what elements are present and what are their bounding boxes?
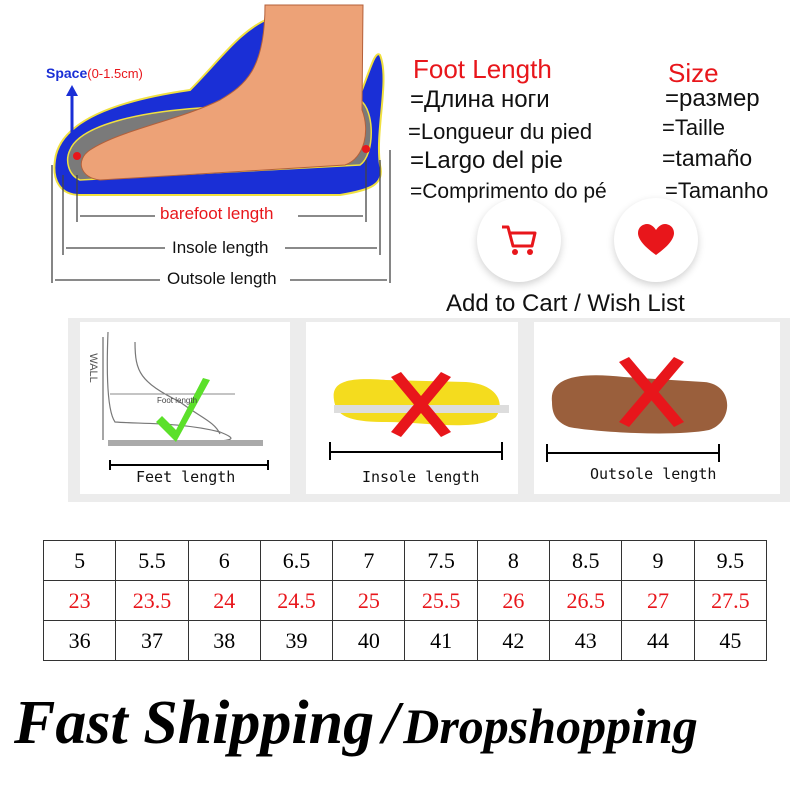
feet-length-label: Feet length — [136, 468, 236, 486]
foot-length-pt: =Comprimento do pé — [410, 180, 607, 203]
table-cell: 26 — [476, 580, 551, 621]
separator-text: / — [382, 690, 400, 756]
table-cell: 38 — [187, 620, 261, 661]
table-cell: 43 — [549, 620, 623, 661]
table-cell: 26.5 — [549, 580, 623, 621]
table-cell: 6 — [187, 540, 261, 581]
table-cell: 6.5 — [259, 540, 334, 581]
table-cell: 45 — [693, 620, 768, 661]
panel-outsole-length: Outsole length — [534, 322, 780, 494]
heart-icon — [638, 224, 674, 255]
insole-length-label: Insole length — [362, 468, 480, 486]
foot-length-ru: =Длина ноги — [410, 86, 550, 113]
table-cell: 23.5 — [115, 580, 189, 621]
size-title: Size — [668, 58, 719, 88]
foot-length-inner-label: Foot length — [157, 396, 198, 405]
table-cell: 9.5 — [693, 540, 768, 581]
table-cell: 25 — [332, 580, 406, 621]
measurement-panels: WALL Foot length Feet length Insole leng… — [68, 318, 790, 502]
outsole-measure-illustration — [546, 357, 728, 462]
table-row-eu-size: 36 37 38 39 40 41 42 43 44 45 — [42, 620, 768, 661]
table-row-foot-length-cm: 23 23.5 24 24.5 25 25.5 26 26.5 27 27.5 — [42, 580, 768, 621]
barefoot-length-label: barefoot length — [160, 204, 274, 223]
foot-diagram: Space(0-1.5cm) barefoot length Insole le… — [40, 0, 400, 295]
table-cell: 24.5 — [259, 580, 334, 621]
foot-illustration — [51, 4, 391, 283]
size-ru: =размер — [665, 85, 760, 112]
size-pt: =Tamanho — [665, 178, 769, 203]
table-cell: 5.5 — [115, 540, 189, 581]
shopping-cart-icon — [502, 225, 537, 255]
table-cell: 5 — [42, 540, 117, 581]
wall-label: WALL — [86, 353, 99, 383]
space-label: Space — [46, 65, 88, 81]
table-cell: 8.5 — [549, 540, 623, 581]
table-cell: 39 — [259, 620, 334, 661]
insole-length-label: Insole length — [172, 238, 269, 257]
space-range: (0-1.5cm) — [87, 66, 143, 81]
table-cell: 40 — [332, 620, 406, 661]
add-to-cart-button[interactable] — [477, 198, 561, 282]
table-cell: 27 — [621, 580, 695, 621]
table-cell: 41 — [404, 620, 478, 661]
table-cell: 27.5 — [693, 580, 768, 621]
panel-feet-length: WALL Foot length Feet length — [80, 322, 290, 494]
add-to-cart-wish-list-label: Add to Cart / Wish List — [446, 290, 685, 317]
table-cell: 36 — [42, 620, 117, 661]
outsole-length-label: Outsole length — [590, 465, 717, 483]
table-cell: 37 — [115, 620, 189, 661]
size-fr: =Taille — [662, 115, 725, 140]
table-cell: 25.5 — [404, 580, 478, 621]
panel-insole-length: Insole length — [306, 322, 518, 494]
foot-length-title: Foot Length — [413, 54, 552, 84]
foot-length-es: =Largo del pie — [410, 147, 563, 174]
size-es: =tamaño — [662, 145, 753, 171]
shipping-banner: Fast Shipping /Dropshopping — [14, 688, 698, 759]
foot-length-fr: =Longueur du pied — [408, 119, 593, 144]
feet-measure-illustration — [102, 331, 269, 470]
table-cell: 24 — [187, 580, 261, 621]
table-cell: 7.5 — [404, 540, 478, 581]
table-cell: 8 — [476, 540, 551, 581]
dropshopping-text: Dropshopping — [403, 698, 698, 754]
table-cell: 42 — [476, 620, 551, 661]
table-cell: 9 — [621, 540, 695, 581]
insole-measure-illustration — [329, 372, 509, 460]
table-cell: 23 — [42, 580, 117, 621]
outsole-length-label: Outsole length — [167, 269, 277, 288]
table-cell: 7 — [332, 540, 406, 581]
table-cell: 44 — [621, 620, 695, 661]
table-row-us-size: 5 5.5 6 6.5 7 7.5 8 8.5 9 9.5 — [42, 540, 768, 581]
fast-shipping-text: Fast Shipping — [14, 689, 375, 757]
size-table: 5 5.5 6 6.5 7 7.5 8 8.5 9 9.5 23 23.5 24 24.5 25 25.5 2… — [42, 540, 768, 661]
wish-list-button[interactable] — [614, 198, 698, 282]
